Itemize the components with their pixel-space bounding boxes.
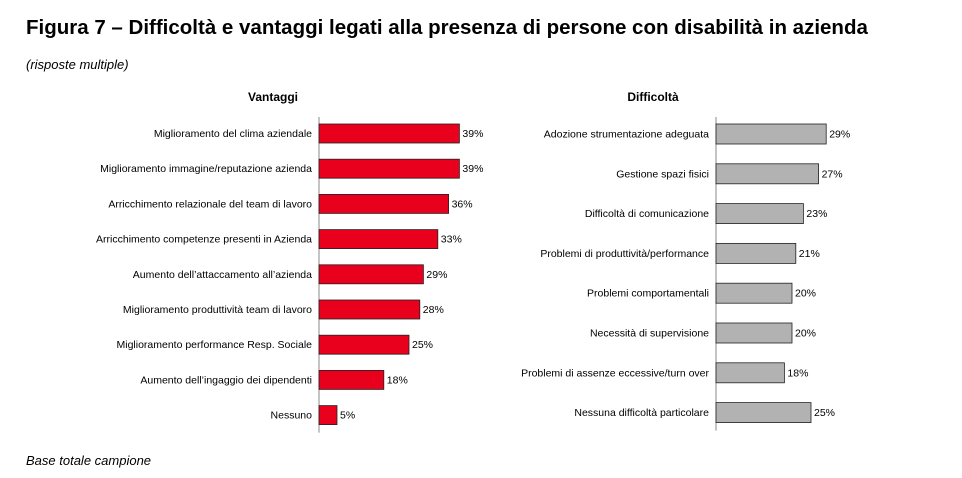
vantaggi-value-label: 36% [452,198,473,210]
difficolta-value-label: 18% [787,367,808,379]
vantaggi-category-label: Arricchimento relazionale del team di la… [108,198,312,210]
vantaggi-bar [318,123,460,144]
difficolta-value-label: 29% [829,129,850,141]
vantaggi-bar [318,229,439,250]
difficolta-value-label: 20% [795,328,816,340]
figure-footer: Base totale campione [26,453,152,468]
vantaggi-category-label: Aumento dell’attaccamento all’azienda [133,269,312,281]
difficolta-category-label: Gestione spazi fisici [616,168,709,180]
vantaggi-bar [318,405,338,426]
difficolta-bar [715,163,819,185]
difficolta-bar [715,322,793,344]
vantaggi-category-label: Nessuno [271,410,313,422]
difficolta-value-label: 23% [806,208,827,220]
difficolta-bar [715,123,827,145]
difficolta-value-label: 21% [799,248,820,260]
vantaggi-category-label: Miglioramento performance Resp. Sociale [116,339,312,351]
vantaggi-value-label: 18% [387,374,408,386]
difficolta-category-label: Difficoltà di comunicazione [585,208,709,220]
vantaggi-category-label: Aumento dell’ingaggio dei dipendenti [140,374,312,386]
difficolta-chart-title: Difficoltà [627,90,679,104]
vantaggi-value-label: 29% [426,269,447,281]
figure-title: Figura 7 – Difficoltà e vantaggi legati … [26,16,868,39]
difficolta-category-label: Problemi di assenze eccessive/turn over [521,367,709,379]
vantaggi-bar [318,158,460,179]
vantaggi-value-label: 33% [441,234,462,246]
difficolta-category-label: Necessità di supervisione [590,328,709,340]
vantaggi-value-label: 39% [462,163,483,175]
vantaggi-chart-title: Vantaggi [248,90,298,104]
vantaggi-category-label: Miglioramento immagine/reputazione azien… [100,163,312,175]
difficolta-value-label: 20% [795,288,816,300]
difficolta-bar [715,242,797,264]
vantaggi-bar [318,299,421,320]
vantaggi-bar [318,369,385,390]
vantaggi-category-label: Arricchimento competenze presenti in Azi… [96,234,312,246]
vantaggi-category-label: Miglioramento produttività team di lavor… [123,304,312,316]
difficolta-category-label: Problemi comportamentali [587,288,709,300]
difficolta-category-label: Nessuna difficoltà particolare [574,407,709,419]
difficolta-bar [715,362,785,384]
vantaggi-category-label: Miglioramento del clima aziendale [154,128,312,140]
vantaggi-value-label: 25% [412,339,433,351]
difficolta-value-label: 25% [814,407,835,419]
vantaggi-value-label: 28% [423,304,444,316]
vantaggi-bar [318,334,410,355]
difficolta-value-label: 27% [822,168,843,180]
difficolta-category-label: Problemi di produttività/performance [540,248,709,260]
difficolta-bar [715,203,804,225]
difficolta-bar [715,402,812,424]
difficolta-bar [715,282,793,304]
figure-subtitle: (risposte multiple) [26,57,129,72]
vantaggi-value-label: 39% [462,128,483,140]
vantaggi-value-label: 5% [340,410,355,422]
difficolta-category-label: Adozione strumentazione adeguata [544,129,709,141]
vantaggi-bar [318,193,450,214]
vantaggi-bar [318,264,424,285]
